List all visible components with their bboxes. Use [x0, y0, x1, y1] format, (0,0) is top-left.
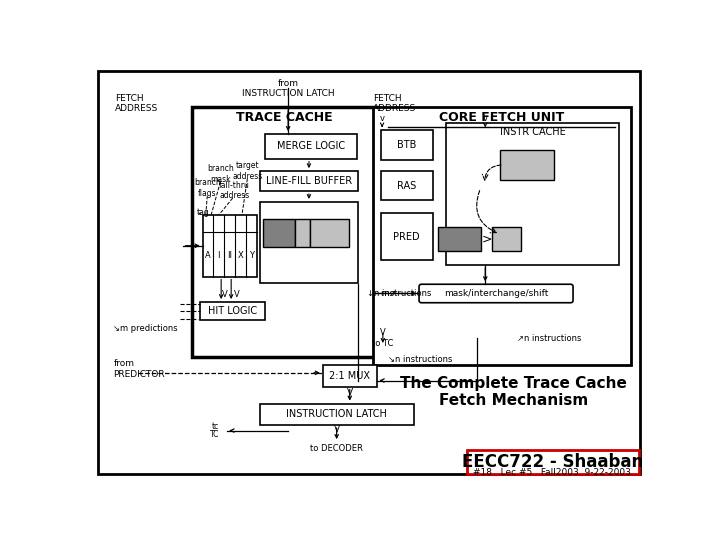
Text: Y: Y: [248, 251, 253, 260]
Text: tag: tag: [197, 208, 210, 217]
Bar: [500, 150, 554, 180]
Bar: [323, 365, 377, 387]
Text: CORE FETCH UNIT: CORE FETCH UNIT: [439, 111, 564, 124]
Text: FETCH
ADDRESS: FETCH ADDRESS: [115, 94, 158, 113]
Text: ↓n instructions: ↓n instructions: [367, 289, 432, 298]
Text: from
PREDICTOR: from PREDICTOR: [113, 359, 165, 379]
Bar: [381, 171, 433, 200]
Bar: [192, 107, 377, 357]
Bar: [492, 226, 521, 251]
FancyBboxPatch shape: [419, 284, 573, 303]
Bar: [381, 130, 433, 159]
Text: #18   Lec #5   Fall2003  9-22-2003: #18 Lec #5 Fall2003 9-22-2003: [473, 468, 631, 477]
Bar: [260, 403, 414, 425]
Bar: [260, 202, 359, 283]
Bar: [199, 302, 265, 320]
Text: mask/interchange/shift: mask/interchange/shift: [444, 289, 548, 298]
Text: >: >: [482, 232, 492, 245]
Text: ↘n instructions: ↘n instructions: [388, 355, 453, 364]
Text: branch
mask: branch mask: [207, 165, 234, 184]
Text: The Complete Trace Cache
Fetch Mechanism: The Complete Trace Cache Fetch Mechanism: [400, 376, 627, 408]
Text: A: A: [205, 251, 211, 260]
Text: II: II: [227, 251, 232, 260]
Bar: [263, 219, 295, 247]
Text: TRACE CACHE: TRACE CACHE: [236, 111, 333, 124]
Bar: [265, 134, 357, 159]
Bar: [446, 123, 619, 265]
Text: HIT LOGIC: HIT LOGIC: [208, 306, 257, 316]
Bar: [381, 213, 433, 260]
Text: LINE-FILL BUFFER: LINE-FILL BUFFER: [266, 176, 352, 186]
Text: target
address: target address: [233, 161, 263, 181]
Text: v: v: [379, 114, 384, 123]
Bar: [203, 215, 256, 276]
Bar: [438, 226, 481, 251]
Text: BTB: BTB: [397, 140, 416, 150]
Text: ↘m predictions: ↘m predictions: [113, 323, 178, 333]
Text: ↗n instructions: ↗n instructions: [517, 334, 581, 343]
Bar: [467, 450, 639, 475]
Text: tc: tc: [212, 422, 219, 431]
Text: TC: TC: [210, 430, 219, 439]
Text: INSTRUCTION LATCH: INSTRUCTION LATCH: [287, 409, 387, 420]
Bar: [310, 219, 349, 247]
Text: V: V: [347, 388, 353, 396]
Text: m↗: m↗: [381, 289, 397, 298]
Text: PRED: PRED: [393, 232, 420, 241]
Text: from
INSTRUCTION LATCH: from INSTRUCTION LATCH: [242, 79, 335, 98]
Text: INSTR CACHE: INSTR CACHE: [500, 127, 565, 137]
Bar: [260, 171, 359, 191]
Text: V
to TC: V to TC: [372, 328, 394, 348]
Text: X: X: [238, 251, 243, 260]
Text: v: v: [483, 114, 487, 123]
Text: 2:1 MUX: 2:1 MUX: [329, 371, 370, 381]
Text: I: I: [217, 251, 220, 260]
Text: EECC722 - Shaaban: EECC722 - Shaaban: [462, 453, 643, 471]
Text: fall-thru
address: fall-thru address: [219, 180, 250, 200]
Bar: [295, 219, 310, 247]
Text: MERGE LOGIC: MERGE LOGIC: [277, 141, 346, 151]
Text: V: V: [234, 290, 240, 299]
Text: to DECODER: to DECODER: [310, 444, 363, 453]
Bar: [373, 107, 631, 365]
Text: V: V: [222, 290, 228, 299]
Text: V: V: [333, 424, 340, 434]
Text: FETCH
ADDRESS: FETCH ADDRESS: [373, 94, 416, 113]
Text: branch
flags: branch flags: [194, 178, 220, 198]
Text: RAS: RAS: [397, 181, 416, 191]
